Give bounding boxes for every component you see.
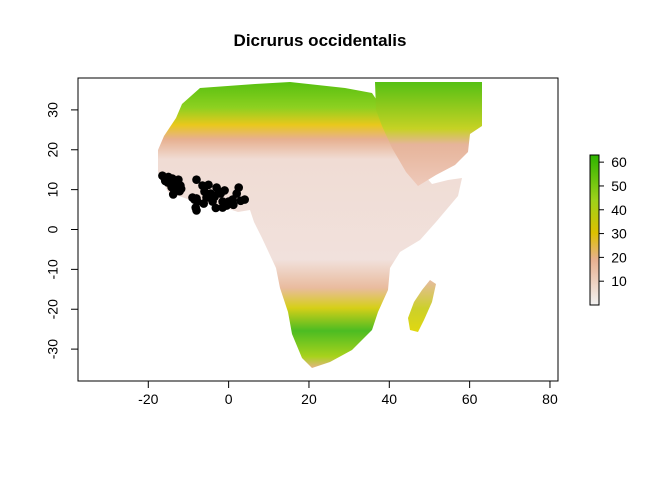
occurrence-point (204, 180, 213, 190)
legend-tick-label: 30 (611, 226, 627, 242)
y-tick-label: 30 (45, 102, 61, 118)
occurrence-point (211, 203, 221, 213)
africa-raster (158, 82, 462, 368)
occurrence-point (229, 200, 238, 210)
legend-tick-label: 20 (611, 249, 627, 265)
y-tick-label: -30 (45, 339, 61, 359)
legend-tick-label: 10 (611, 273, 627, 289)
occurrence-points (158, 171, 249, 215)
x-tick-label: 80 (542, 391, 558, 407)
occurrence-point (167, 182, 176, 192)
legend-ticks: 10 20 30 40 50 60 (599, 154, 627, 289)
legend-colorbar (589, 154, 600, 306)
occurrence-point (240, 195, 249, 204)
x-axis: -20 0 20 40 60 80 (138, 380, 558, 407)
occurrence-point (199, 199, 208, 208)
y-tick-label: 10 (45, 182, 61, 198)
y-axis: -30 -20 -10 0 10 20 30 (45, 102, 79, 359)
occurrence-point (168, 190, 178, 199)
y-tick-label: 0 (45, 225, 61, 233)
x-tick-label: 60 (462, 391, 478, 407)
legend-tick-label: 50 (611, 178, 627, 194)
occurrence-point (192, 175, 201, 184)
chart-title: Dicrurus occidentalis (234, 31, 407, 50)
occurrence-point (192, 206, 201, 215)
y-tick-label: 20 (45, 142, 61, 158)
x-tick-label: 0 (225, 391, 233, 407)
occurrence-point (220, 186, 229, 195)
x-tick-label: 20 (301, 391, 317, 407)
y-tick-label: -10 (45, 259, 61, 279)
x-tick-label: -20 (138, 391, 158, 407)
color-legend: 10 20 30 40 50 60 (589, 154, 627, 306)
y-tick-label: -20 (45, 299, 61, 319)
x-tick-label: 40 (382, 391, 398, 407)
occurrence-point (175, 186, 184, 196)
arabia-raster (375, 82, 482, 186)
madagascar-raster (408, 280, 436, 332)
legend-tick-label: 60 (611, 154, 627, 170)
raster-layer (158, 82, 482, 368)
legend-tick-label: 40 (611, 202, 627, 218)
occurrence-point (234, 183, 243, 192)
